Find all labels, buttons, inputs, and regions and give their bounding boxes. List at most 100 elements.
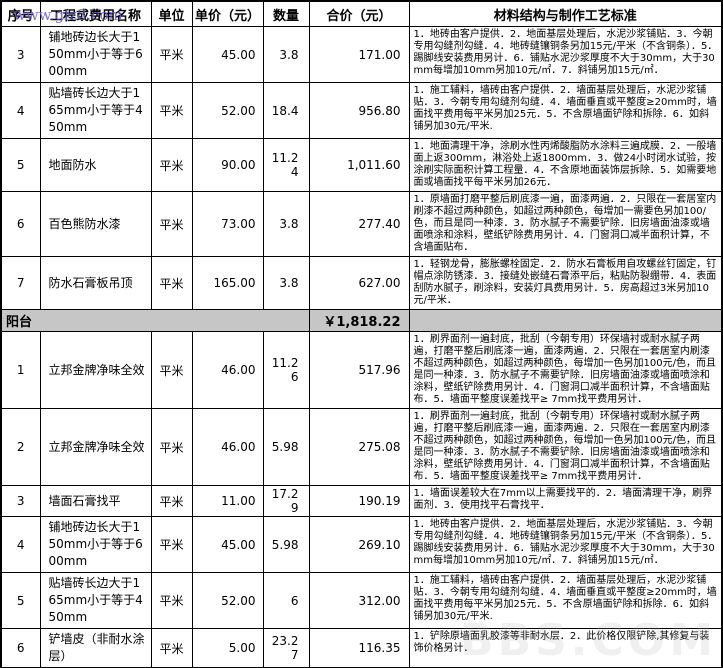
item-spec: 1．墙面误差较大在7mm以上需要找平的．2．墙面清理干净，刷界面剂．3．使用找平… <box>408 485 723 517</box>
table-row: 6 铲墙皮（非耐水涂层） 平米 5.00 23.27 116.35 1．铲除原墙面乳胶漆等非… <box>0 628 723 668</box>
header-quantity: 数量 <box>262 0 310 27</box>
row-number: 5 <box>0 138 41 192</box>
item-name: 铲墙皮（非耐水涂层） <box>39 628 152 668</box>
header-spec: 材料结构与制作工艺标准 <box>408 0 723 27</box>
item-total: 956.80 <box>308 82 410 139</box>
table-row: 3 墙面石膏找平 平米 11.00 17.29 190.19 1．墙面误差较大在7mm以上需… <box>0 485 723 517</box>
item-total: 312.00 <box>308 572 410 629</box>
item-unit-price: 73.00 <box>191 191 264 257</box>
item-quantity: 18.4 <box>262 82 310 139</box>
item-unit-price: 165.00 <box>191 256 264 310</box>
row-number: 5 <box>0 572 41 629</box>
item-name: 墙面石膏找平 <box>39 485 152 517</box>
item-total: 269.10 <box>308 516 410 573</box>
item-name: 贴墙砖长边大于165mm小于等于450mm <box>39 572 152 629</box>
item-quantity: 11.24 <box>262 138 310 192</box>
item-unit-price: 46.00 <box>191 408 264 486</box>
item-spec: 1．施工辅料，墙砖由客户提供．2．墙面基层处理后，水泥沙浆铺贴．3．今朝专用勾缝… <box>408 572 723 629</box>
item-name: 贴墙砖长边大于165mm小于等于450mm <box>39 82 152 139</box>
table-row: 4 贴墙砖长边大于165mm小于等于450mm 平米 52.00 18.4 956.80 1… <box>0 82 723 139</box>
section-header-row: 阳台 ￥1,818.22 <box>0 309 723 332</box>
item-spec: 1．地砖由客户提供．2．地面基层处理后，水泥沙浆铺贴．3．今朝专用勾缝剂勾缝．4… <box>408 26 723 83</box>
item-unit: 平米 <box>150 191 193 257</box>
item-spec: 1．原墙面打磨平整后刷底漆一遍，面漆两遍．2．只限在一套居室内刷漆不超过两种颜色… <box>408 191 723 257</box>
header-row: 序号 工程或费用名称 单位 单价（元） 数量 合价（元） 材料结构与制作工艺标准 <box>0 0 723 27</box>
table-row: 4 铺地砖边长大于150mm小于等于600mm 平米 45.00 5.98 269.10 1… <box>0 516 723 573</box>
row-number: 7 <box>0 256 41 310</box>
item-unit: 平米 <box>150 408 193 486</box>
row-number: 6 <box>0 628 41 668</box>
item-quantity: 3.8 <box>262 256 310 310</box>
item-spec: 1．刷界面剂一遍封底，批刮（今朝专用）环保墙衬或耐水腻子两遍，打磨平整后刷底漆一… <box>408 331 723 409</box>
item-spec: 1．轻钢龙骨，膨胀螺栓固定．2．防水石膏板用自攻螺丝钉固定，钉帽点涂防锈漆．3．… <box>408 256 723 310</box>
item-unit-price: 52.00 <box>191 82 264 139</box>
table-row: 6 百色熊防水漆 平米 73.00 3.8 277.40 1．原墙面打磨平整后刷底漆一遍，面… <box>0 191 723 257</box>
header-serial: 序号 <box>0 0 41 27</box>
item-unit: 平米 <box>150 485 193 517</box>
item-unit: 平米 <box>150 516 193 573</box>
item-total: 1,011.60 <box>308 138 410 192</box>
item-total: 190.19 <box>308 485 410 517</box>
table-row: 2 立邦金牌净味全效 平米 46.00 5.98 275.08 1．刷界面剂一遍封底，批刮（… <box>0 408 723 486</box>
section-title: 阳台 <box>0 309 309 332</box>
header-item-name: 工程或费用名称 <box>39 0 152 27</box>
row-number: 4 <box>0 516 41 573</box>
item-name: 百色熊防水漆 <box>39 191 152 257</box>
table-row: 5 地面防水 平米 90.00 11.24 1,011.60 1．地面清理干净，涂刷水性丙烯… <box>0 138 723 192</box>
row-number: 1 <box>0 331 41 409</box>
item-quantity: 17.29 <box>262 485 310 517</box>
item-unit: 平米 <box>150 26 193 83</box>
row-number: 6 <box>0 191 41 257</box>
item-quantity: 23.27 <box>262 628 310 668</box>
table-row: 3 铺地砖边长大于150mm小于等于600mm 平米 45.00 3.8 171.00 1．… <box>0 26 723 83</box>
item-quantity: 5.98 <box>262 408 310 486</box>
item-spec: 1．地砖由客户提供．2．地面基层处理后，水泥沙浆铺贴．3．今朝专用勾缝剂勾缝．4… <box>408 516 723 573</box>
item-unit: 平米 <box>150 138 193 192</box>
row-number: 2 <box>0 408 41 486</box>
item-spec: 1．施工辅料，墙砖由客户提供．2．墙面基层处理后，水泥沙浆铺贴．3．今朝专用勾缝… <box>408 82 723 139</box>
item-name: 铺地砖边长大于150mm小于等于600mm <box>39 26 152 83</box>
item-name: 立邦金牌净味全效 <box>39 408 152 486</box>
item-unit: 平米 <box>150 82 193 139</box>
item-total: 627.00 <box>308 256 410 310</box>
item-unit-price: 11.00 <box>191 485 264 517</box>
item-unit: 平米 <box>150 331 193 409</box>
table-row: 5 贴墙砖长边大于165mm小于等于450mm 平米 52.00 6 312.00 1．施工… <box>0 572 723 629</box>
item-name: 地面防水 <box>39 138 152 192</box>
item-name: 立邦金牌净味全效 <box>39 331 152 409</box>
item-total: 277.40 <box>308 191 410 257</box>
item-quantity: 11.26 <box>262 331 310 409</box>
item-total: 275.08 <box>308 408 410 486</box>
row-number: 4 <box>0 82 41 139</box>
item-total: 116.35 <box>308 628 410 668</box>
item-unit-price: 45.00 <box>191 26 264 83</box>
item-name: 防水石膏板吊顶 <box>39 256 152 310</box>
item-unit: 平米 <box>150 572 193 629</box>
item-quantity: 3.8 <box>262 26 310 83</box>
item-unit-price: 45.00 <box>191 516 264 573</box>
item-quantity: 3.8 <box>262 191 310 257</box>
item-total: 517.96 <box>308 331 410 409</box>
item-spec: 1．地面清理干净，涂刷水性丙烯酸脂防水涂料三遍成膜．2．一般墙面上返300mm，… <box>408 138 723 192</box>
row-number: 3 <box>0 485 41 517</box>
table-row: 7 防水石膏板吊顶 平米 165.00 3.8 627.00 1．轻钢龙骨，膨胀螺栓固定．2… <box>0 256 723 310</box>
table-row: 1 立邦金牌净味全效 平米 46.00 11.26 517.96 1．刷界面剂一遍封底，批刮… <box>0 331 723 409</box>
item-unit-price: 46.00 <box>191 331 264 409</box>
item-unit-price: 90.00 <box>191 138 264 192</box>
item-unit-price: 5.00 <box>191 628 264 668</box>
section-subtotal: ￥1,818.22 <box>308 309 410 332</box>
item-name: 铺地砖边长大于150mm小于等于600mm <box>39 516 152 573</box>
item-quantity: 5.98 <box>262 516 310 573</box>
item-spec: 1．铲除原墙面乳胶漆等非耐水层．2．此价格仅限铲除,其修复与装饰价格另计． <box>408 628 723 668</box>
item-unit-price: 52.00 <box>191 572 264 629</box>
header-unit: 单位 <box>150 0 193 27</box>
row-number: 3 <box>0 26 41 83</box>
item-unit: 平米 <box>150 256 193 310</box>
item-total: 171.00 <box>308 26 410 83</box>
item-spec: 1．刷界面剂一遍封底，批刮（今朝专用）环保墙衬或耐水腻子两遍，打磨平整后刷底漆一… <box>408 408 723 486</box>
item-quantity: 6 <box>262 572 310 629</box>
header-unit-price: 单价（元） <box>191 0 264 27</box>
item-unit: 平米 <box>150 628 193 668</box>
